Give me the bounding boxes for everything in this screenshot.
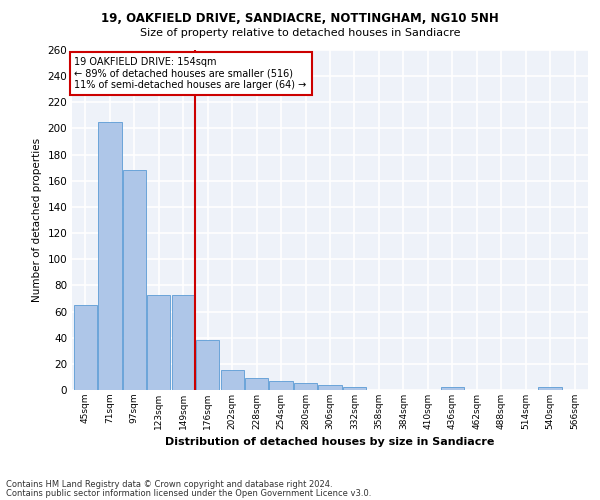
Bar xyxy=(172,294,195,390)
Bar xyxy=(221,370,244,390)
Text: 19 OAKFIELD DRIVE: 154sqm
← 89% of detached houses are smaller (516)
11% of semi: 19 OAKFIELD DRIVE: 154sqm ← 89% of detac… xyxy=(74,56,307,90)
Bar xyxy=(269,381,293,390)
Bar xyxy=(245,378,268,390)
Text: Contains public sector information licensed under the Open Government Licence v3: Contains public sector information licen… xyxy=(6,488,371,498)
Text: 19, OAKFIELD DRIVE, SANDIACRE, NOTTINGHAM, NG10 5NH: 19, OAKFIELD DRIVE, SANDIACRE, NOTTINGHA… xyxy=(101,12,499,26)
Bar xyxy=(319,385,341,390)
Bar xyxy=(74,305,97,390)
Bar xyxy=(294,384,317,390)
Bar xyxy=(123,170,146,390)
Text: Contains HM Land Registry data © Crown copyright and database right 2024.: Contains HM Land Registry data © Crown c… xyxy=(6,480,332,489)
Text: Size of property relative to detached houses in Sandiacre: Size of property relative to detached ho… xyxy=(140,28,460,38)
Bar xyxy=(98,122,122,390)
Bar xyxy=(196,340,220,390)
Bar xyxy=(538,388,562,390)
Y-axis label: Number of detached properties: Number of detached properties xyxy=(32,138,42,302)
Bar xyxy=(440,388,464,390)
Bar xyxy=(147,294,170,390)
X-axis label: Distribution of detached houses by size in Sandiacre: Distribution of detached houses by size … xyxy=(166,438,494,448)
Bar xyxy=(343,388,366,390)
